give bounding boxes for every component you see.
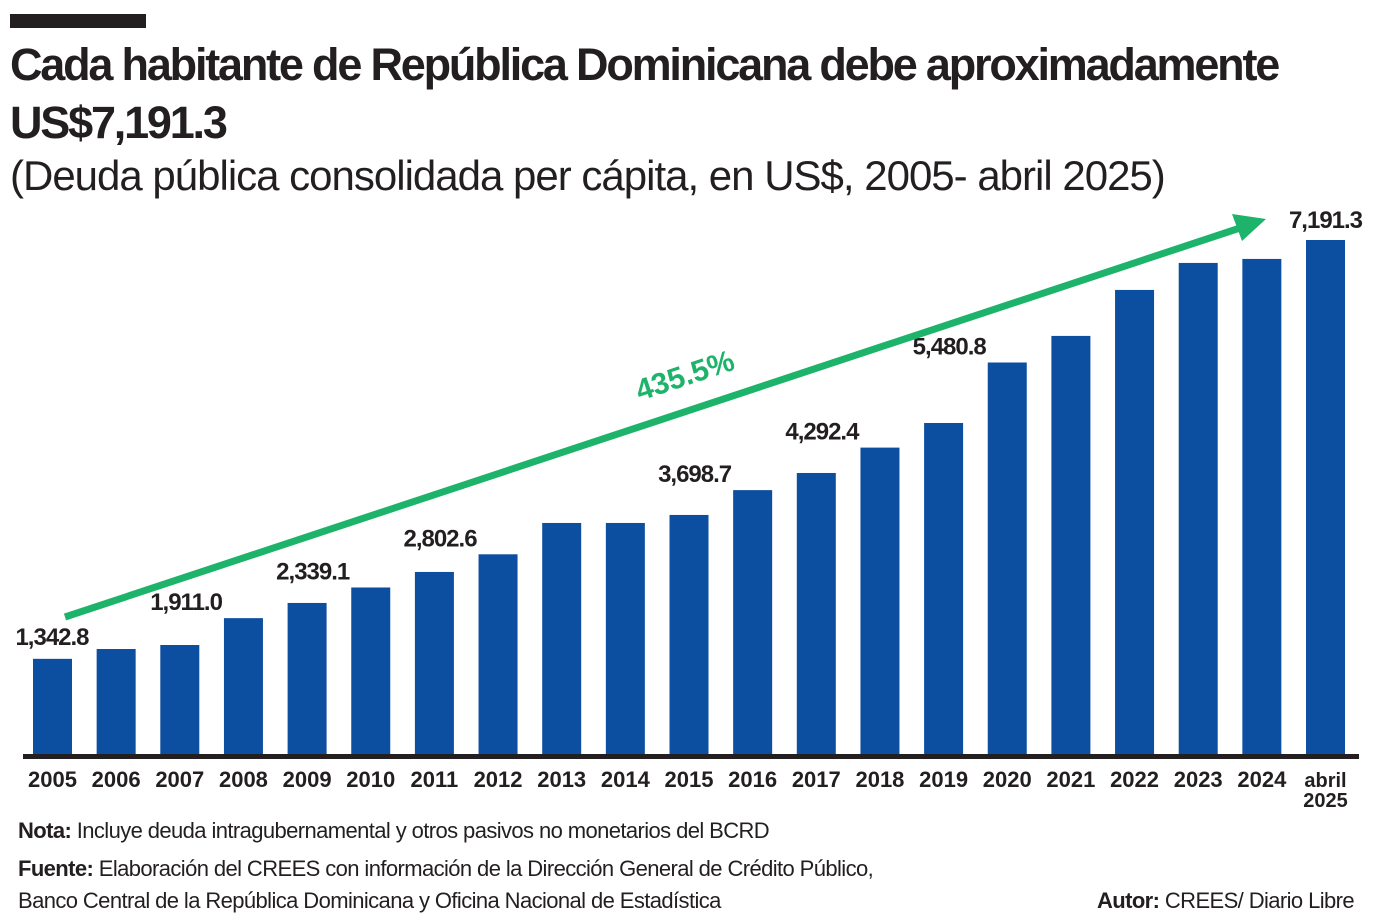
x-tick-label: abril: [1304, 770, 1346, 792]
note: Nota: Incluye deuda intragubernamental y…: [18, 818, 770, 844]
x-tick-label: 2015: [665, 767, 714, 792]
bar: [860, 447, 900, 755]
bar: [414, 571, 454, 755]
data-label: 2,339.1: [276, 558, 350, 585]
bar: [1115, 289, 1155, 755]
bar: [1178, 262, 1218, 755]
bar: [223, 618, 263, 755]
data-label: 1,342.8: [15, 624, 89, 651]
source-text-1: Elaboración del CREES con información de…: [93, 856, 874, 881]
author-label: Autor:: [1096, 888, 1160, 913]
bar: [733, 490, 773, 755]
growth-arrow-line: [63, 224, 1242, 621]
x-tick-label: 2007: [155, 767, 204, 792]
x-axis-line: [23, 754, 1359, 759]
chart-subtitle: (Deuda pública consolidada per cápita, e…: [10, 152, 1166, 199]
x-tick-label: 2019: [919, 767, 968, 792]
x-tick-label: 2008: [219, 767, 268, 792]
bar: [605, 522, 645, 755]
x-tick-label: 2006: [92, 767, 141, 792]
bar: [987, 362, 1027, 755]
bar: [1306, 240, 1345, 755]
bar: [542, 522, 582, 755]
bar: [160, 645, 200, 755]
bar: [33, 658, 72, 755]
note-text: Incluye deuda intragubernamental y otros…: [71, 818, 770, 843]
data-label: 1,911.0: [150, 589, 222, 616]
x-tick-label: 2009: [283, 767, 332, 792]
bar: [478, 554, 518, 755]
bar: [96, 649, 136, 755]
author-text: CREES/ Diario Libre: [1159, 888, 1355, 913]
x-tick-label: 2025: [1303, 790, 1348, 812]
bar: [669, 514, 709, 755]
x-tick-label: 2005: [28, 767, 77, 792]
x-tick-label: 2011: [411, 767, 459, 792]
bar: [924, 422, 964, 755]
source-line-2: Banco Central de la República Dominicana…: [18, 888, 721, 913]
x-tick-label: 2014: [601, 767, 651, 792]
x-tick-label: 2013: [537, 767, 586, 792]
data-label: 4,292.4: [785, 419, 860, 446]
growth-arrow-head: [1232, 214, 1266, 241]
bar: [1051, 335, 1091, 755]
x-tick-label: 2017: [792, 767, 841, 792]
decorative-top-bar: [10, 14, 146, 28]
data-label: 3,698.7: [658, 461, 732, 488]
bar: [796, 472, 836, 755]
x-tick-label: 2024: [1237, 767, 1287, 792]
x-tick-label: 2022: [1110, 767, 1159, 792]
x-tick-label: 2020: [983, 767, 1032, 792]
source: Fuente: Elaboración del CREES con inform…: [18, 856, 874, 882]
note-label: Nota:: [18, 818, 72, 843]
x-tick-label: 2012: [474, 767, 523, 792]
bar: [351, 587, 391, 755]
chart-title: Cada habitante de República Dominicana d…: [10, 39, 1280, 148]
source-label: Fuente:: [18, 856, 94, 881]
bar: [287, 602, 327, 755]
x-tick-label: 2010: [346, 767, 395, 792]
bar: [1242, 258, 1282, 755]
data-label: 2,802.6: [403, 525, 477, 552]
x-tick-label: 2018: [855, 767, 904, 792]
data-label: 7,191.3: [1289, 207, 1363, 234]
author: Autor: CREES/ Diario Libre: [1096, 888, 1355, 914]
x-tick-label: 2023: [1174, 767, 1223, 792]
data-label: 5,480.8: [913, 333, 987, 360]
x-tick-label: 2016: [728, 767, 777, 792]
x-tick-label: 2021: [1046, 767, 1095, 792]
